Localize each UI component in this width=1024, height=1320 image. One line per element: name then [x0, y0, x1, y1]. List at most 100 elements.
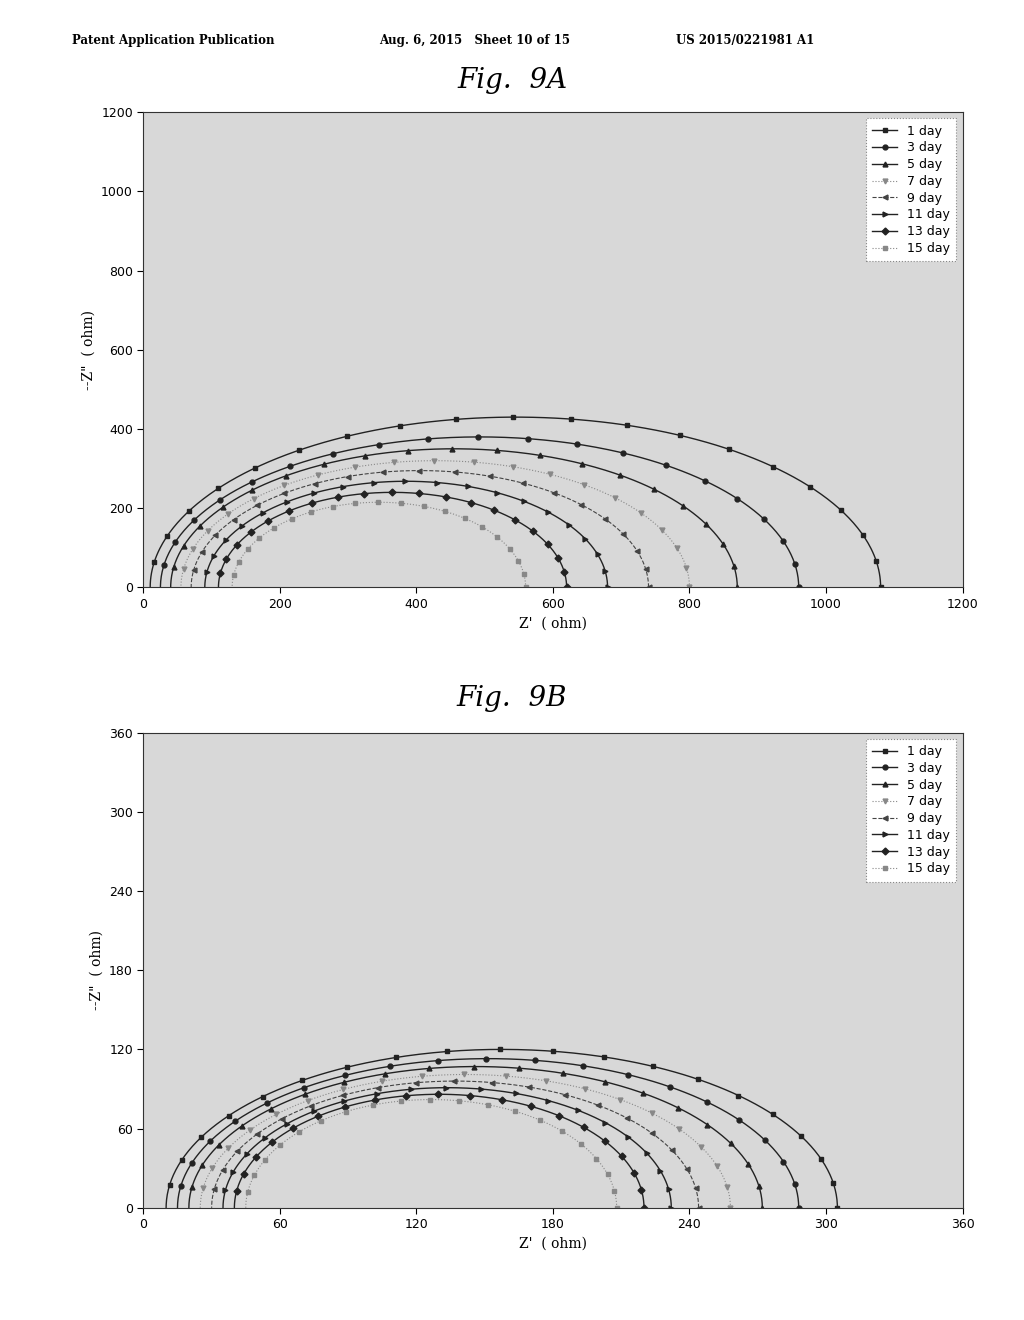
15 day: [261, 1150, 273, 1166]
3 day: [379, 436, 391, 451]
9 day: [692, 1199, 705, 1214]
7 day: [381, 1072, 393, 1088]
11 day: [341, 478, 353, 494]
9 day: [195, 546, 207, 562]
15 day: [426, 1092, 438, 1107]
1 day: [377, 1052, 389, 1068]
5 day: [176, 541, 188, 557]
9 day: [362, 1081, 375, 1097]
7 day: [683, 578, 695, 594]
9 day: [344, 469, 356, 484]
13 day: [212, 579, 224, 595]
15 day: [359, 1098, 372, 1114]
11 day: [199, 579, 211, 595]
15 day: [519, 578, 531, 594]
9 day: [215, 1164, 227, 1180]
1 day: [396, 1048, 409, 1064]
Line: 13 day: 13 day: [216, 490, 569, 590]
Line: 11 day: 11 day: [203, 479, 610, 590]
5 day: [182, 1200, 195, 1216]
7 day: [175, 579, 187, 595]
5 day: [731, 578, 743, 594]
7 day: [378, 1073, 390, 1089]
3 day: [190, 510, 203, 525]
Line: 13 day: 13 day: [232, 1092, 646, 1210]
13 day: [371, 1092, 383, 1107]
Text: Aug. 6, 2015   Sheet 10 of 15: Aug. 6, 2015 Sheet 10 of 15: [379, 34, 570, 48]
11 day: [243, 1144, 255, 1160]
3 day: [390, 1057, 402, 1073]
X-axis label: Z'  ( ohm): Z' ( ohm): [519, 1237, 587, 1251]
5 day: [471, 1059, 483, 1074]
13 day: [237, 1168, 249, 1184]
Text: Patent Application Publication: Patent Application Publication: [72, 34, 274, 48]
7 day: [430, 453, 442, 469]
Line: 5 day: 5 day: [186, 1064, 765, 1210]
Line: 15 day: 15 day: [244, 1097, 620, 1210]
7 day: [461, 1067, 473, 1082]
5 day: [450, 441, 462, 457]
9 day: [211, 525, 223, 541]
Line: 7 day: 7 day: [198, 1072, 733, 1210]
Line: 5 day: 5 day: [168, 446, 739, 590]
15 day: [247, 1170, 259, 1185]
9 day: [642, 579, 654, 595]
Text: Fig.  9A: Fig. 9A: [457, 67, 567, 95]
3 day: [475, 429, 487, 445]
7 day: [366, 1076, 378, 1092]
Line: 11 day: 11 day: [220, 1085, 674, 1210]
5 day: [195, 1160, 207, 1176]
7 day: [224, 1138, 237, 1154]
5 day: [385, 1065, 397, 1081]
3 day: [171, 1200, 183, 1216]
Text: Fig.  9B: Fig. 9B: [457, 685, 567, 713]
11 day: [666, 1200, 678, 1216]
15 day: [610, 1200, 623, 1216]
Line: 9 day: 9 day: [188, 469, 651, 590]
1 day: [874, 578, 887, 594]
9 day: [233, 1140, 246, 1156]
Y-axis label: --Z"  ( ohm): --Z" ( ohm): [82, 310, 95, 389]
11 day: [373, 1085, 385, 1101]
7 day: [354, 458, 367, 474]
13 day: [360, 1094, 373, 1110]
13 day: [228, 1200, 241, 1216]
9 day: [333, 470, 345, 486]
3 day: [793, 578, 805, 594]
13 day: [638, 1200, 650, 1216]
Legend: 1 day, 3 day, 5 day, 7 day, 9 day, 11 day, 13 day, 15 day: 1 day, 3 day, 5 day, 7 day, 9 day, 11 da…: [866, 119, 956, 261]
11 day: [601, 578, 613, 594]
Line: 1 day: 1 day: [147, 414, 883, 590]
5 day: [368, 1068, 380, 1084]
11 day: [339, 478, 351, 494]
Line: 3 day: 3 day: [175, 1056, 801, 1210]
11 day: [601, 579, 613, 595]
5 day: [361, 447, 374, 463]
9 day: [346, 467, 358, 483]
15 day: [321, 500, 333, 516]
3 day: [793, 1199, 805, 1214]
Line: 7 day: 7 day: [178, 458, 692, 590]
7 day: [195, 1200, 207, 1216]
Line: 3 day: 3 day: [158, 434, 801, 590]
1 day: [186, 500, 199, 516]
7 day: [204, 520, 216, 536]
3 day: [167, 537, 179, 553]
1 day: [401, 417, 414, 433]
3 day: [793, 579, 805, 595]
3 day: [372, 1060, 384, 1076]
7 day: [351, 459, 364, 475]
1 day: [393, 1049, 406, 1065]
1 day: [511, 409, 523, 425]
13 day: [638, 1199, 650, 1214]
3 day: [793, 1200, 805, 1216]
9 day: [375, 1080, 387, 1096]
11 day: [375, 1085, 387, 1101]
13 day: [387, 484, 399, 500]
9 day: [185, 579, 198, 595]
Y-axis label: --Z"  ( ohm): --Z" ( ohm): [89, 931, 103, 1010]
7 day: [724, 1199, 736, 1214]
11 day: [207, 549, 219, 565]
11 day: [666, 1199, 678, 1214]
1 day: [874, 579, 887, 595]
